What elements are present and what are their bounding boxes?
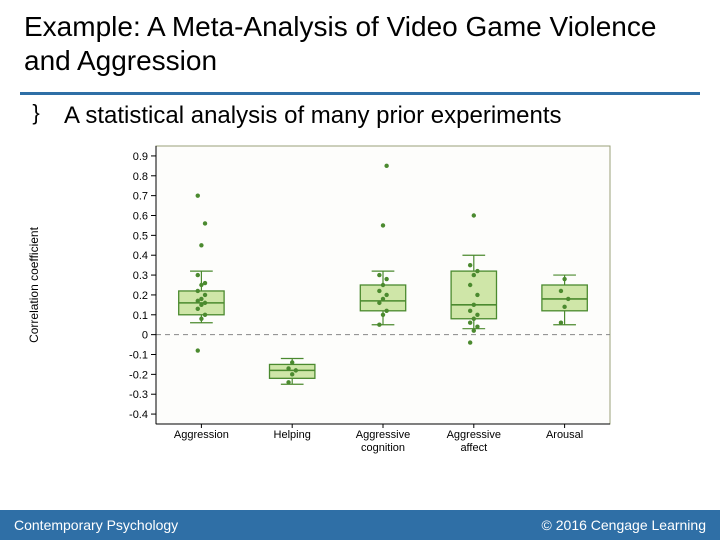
svg-text:Aggressive: Aggressive xyxy=(447,429,501,441)
svg-text:0.2: 0.2 xyxy=(133,290,148,302)
svg-text:0.7: 0.7 xyxy=(133,191,148,203)
bullet-text: A statistical analysis of many prior exp… xyxy=(64,102,562,130)
svg-text:0: 0 xyxy=(142,330,148,342)
chart-svg: -0.4 -0.3 -0.2 -0.1 0 0.1 0.2 0.3 0.4 0.5 0.6 0.7 0.… xyxy=(100,140,620,470)
bullet-row: } A statistical analysis of many prior e… xyxy=(20,102,700,130)
footer-left: Contemporary Psychology xyxy=(14,517,178,533)
bullet-glyph: } xyxy=(20,102,52,124)
svg-text:Aggressive: Aggressive xyxy=(356,429,410,441)
svg-text:0.8: 0.8 xyxy=(133,171,148,183)
footer-right: © 2016 Cengage Learning xyxy=(542,517,706,533)
svg-text:affect: affect xyxy=(460,442,487,454)
svg-text:cognition: cognition xyxy=(361,442,405,454)
slide-title: Example: A Meta-Analysis of Video Game V… xyxy=(24,10,696,77)
svg-text:-0.3: -0.3 xyxy=(129,389,148,401)
svg-text:0.9: 0.9 xyxy=(133,151,148,163)
title-divider xyxy=(20,92,700,95)
svg-text:0.5: 0.5 xyxy=(133,230,148,242)
y-axis-label-text: Correlation coefficient xyxy=(27,227,41,343)
svg-text:-0.2: -0.2 xyxy=(129,369,148,381)
svg-text:Helping: Helping xyxy=(274,429,311,441)
svg-text:Arousal: Arousal xyxy=(546,429,583,441)
svg-text:-0.1: -0.1 xyxy=(129,350,148,362)
svg-text:0.1: 0.1 xyxy=(133,310,148,322)
footer-bar: Contemporary Psychology © 2016 Cengage L… xyxy=(0,510,720,540)
y-axis-label: Correlation coefficient xyxy=(24,140,44,430)
svg-text:0.4: 0.4 xyxy=(133,250,148,262)
boxplot-chart: Correlation coefficient -0.4-0.3-0.2-0.1… xyxy=(100,140,620,470)
svg-text:Aggression: Aggression xyxy=(174,429,229,441)
svg-text:0.6: 0.6 xyxy=(133,211,148,223)
svg-text:0.3: 0.3 xyxy=(133,270,148,282)
slide: Example: A Meta-Analysis of Video Game V… xyxy=(0,0,720,540)
svg-text:-0.4: -0.4 xyxy=(129,409,148,421)
